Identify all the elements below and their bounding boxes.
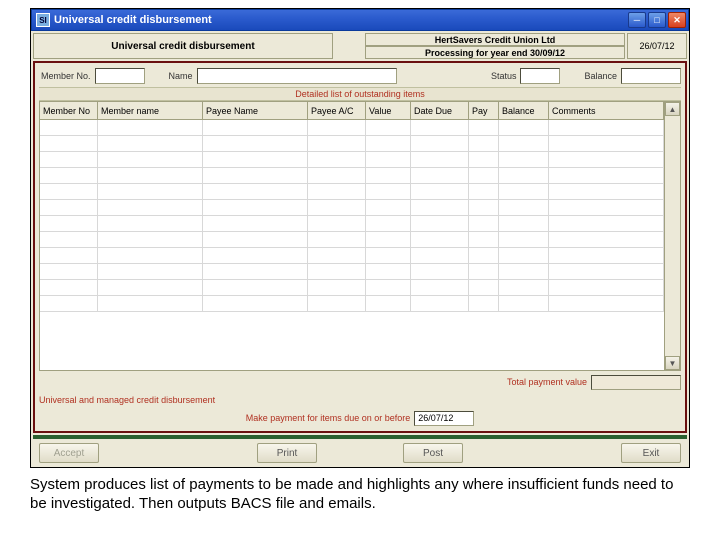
table-row[interactable] <box>40 264 664 280</box>
print-button[interactable]: Print <box>257 443 317 463</box>
total-value <box>591 375 681 390</box>
col-member-no[interactable]: Member No <box>40 102 98 119</box>
table-row[interactable] <box>40 232 664 248</box>
name-label: Name <box>167 71 195 81</box>
scrollbar-vertical[interactable]: ▲ ▼ <box>664 102 680 370</box>
col-value[interactable]: Value <box>366 102 411 119</box>
member-no-label: Member No. <box>39 71 93 81</box>
table-row[interactable] <box>40 216 664 232</box>
accept-button[interactable]: Accept <box>39 443 99 463</box>
slide-caption: System produces list of payments to be m… <box>30 476 690 514</box>
status-label: Status <box>489 71 519 81</box>
status-input[interactable] <box>520 68 560 84</box>
grid-header: Member No Member name Payee Name Payee A… <box>40 102 664 120</box>
col-member-name[interactable]: Member name <box>98 102 203 119</box>
header-date: 26/07/12 <box>627 33 687 59</box>
green-divider <box>33 435 687 439</box>
window-title: Universal credit disbursement <box>54 14 628 26</box>
table-row[interactable] <box>40 200 664 216</box>
scroll-down-icon[interactable]: ▼ <box>665 356 680 370</box>
scroll-up-icon[interactable]: ▲ <box>665 102 680 116</box>
header-row: Universal credit disbursement HertSavers… <box>33 33 687 59</box>
grid-body[interactable] <box>40 120 664 315</box>
table-row[interactable] <box>40 296 664 312</box>
table-row[interactable] <box>40 120 664 136</box>
processing-label: Processing for year end 30/09/12 <box>365 46 625 59</box>
main-panel: Member No. Name Status Balance Detailed … <box>33 61 687 433</box>
maximize-button[interactable]: □ <box>648 12 666 28</box>
table-row[interactable] <box>40 280 664 296</box>
app-window: SI Universal credit disbursement ─ □ ✕ U… <box>30 8 690 468</box>
name-input[interactable] <box>197 68 397 84</box>
section-title: Detailed list of outstanding items <box>39 87 681 101</box>
make-payment-row: Make payment for items due on or before … <box>39 409 681 427</box>
titlebar: SI Universal credit disbursement ─ □ ✕ <box>31 9 689 31</box>
col-date-due[interactable]: Date Due <box>411 102 469 119</box>
grid: Member No Member name Payee Name Payee A… <box>39 101 681 371</box>
table-row[interactable] <box>40 168 664 184</box>
table-row[interactable] <box>40 152 664 168</box>
make-payment-date-input[interactable]: 26/07/12 <box>414 411 474 426</box>
balance-label: Balance <box>582 71 619 81</box>
exit-button[interactable]: Exit <box>621 443 681 463</box>
balance-input[interactable] <box>621 68 681 84</box>
close-button[interactable]: ✕ <box>668 12 686 28</box>
app-title-panel: Universal credit disbursement <box>33 33 333 59</box>
filter-row: Member No. Name Status Balance <box>39 67 681 85</box>
col-pay[interactable]: Pay <box>469 102 499 119</box>
app-icon: SI <box>36 13 50 27</box>
total-row: Total payment value <box>39 373 681 391</box>
minimize-button[interactable]: ─ <box>628 12 646 28</box>
total-label: Total payment value <box>507 377 587 387</box>
col-payee-ac[interactable]: Payee A/C <box>308 102 366 119</box>
post-button[interactable]: Post <box>403 443 463 463</box>
table-row[interactable] <box>40 248 664 264</box>
col-balance[interactable]: Balance <box>499 102 549 119</box>
button-row: Accept Print Post Exit <box>33 441 687 465</box>
table-row[interactable] <box>40 184 664 200</box>
table-row[interactable] <box>40 136 664 152</box>
col-payee-name[interactable]: Payee Name <box>203 102 308 119</box>
col-comments[interactable]: Comments <box>549 102 664 119</box>
member-no-input[interactable] <box>95 68 145 84</box>
make-payment-label: Make payment for items due on or before <box>246 413 411 423</box>
app-body: Universal credit disbursement HertSavers… <box>31 31 689 467</box>
footer-notice: Universal and managed credit disbursemen… <box>39 395 681 407</box>
org-name: HertSavers Credit Union Ltd <box>365 33 625 46</box>
